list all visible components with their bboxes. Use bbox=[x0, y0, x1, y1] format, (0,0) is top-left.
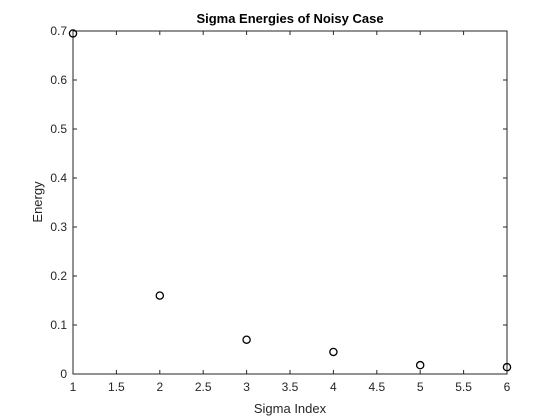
x-tick-label: 4.5 bbox=[368, 380, 385, 394]
x-tick-label: 1 bbox=[70, 380, 77, 394]
x-tick-label: 2.5 bbox=[195, 380, 212, 394]
y-tick-label: 0.4 bbox=[50, 171, 67, 185]
data-point bbox=[502, 362, 512, 372]
data-point bbox=[68, 29, 78, 38]
data-point bbox=[242, 335, 251, 344]
data-point bbox=[155, 291, 165, 300]
x-tick-label: 5.5 bbox=[455, 380, 472, 394]
axes: 1 1.5 2 2.5 3 3.5 4 4.5 5 5.5 6 0 0.1 0.2 0.3 0.4 0.5 0.… bbox=[50, 24, 510, 394]
x-tick-label: 6 bbox=[504, 380, 511, 394]
y-tick-label: 0.6 bbox=[50, 73, 67, 87]
data-point bbox=[415, 360, 425, 370]
y-tick-label: 0.7 bbox=[50, 24, 67, 38]
x-tick-label: 2 bbox=[156, 380, 163, 394]
y-tick-label: 0.5 bbox=[50, 122, 67, 136]
y-tick-label: 0.1 bbox=[50, 318, 67, 332]
x-tick-label: 3.5 bbox=[282, 380, 299, 394]
y-tick-label: 0 bbox=[60, 367, 67, 381]
y-axis-ticks: 0 0.1 0.2 0.3 0.4 0.5 0.6 0.7 bbox=[50, 24, 507, 381]
chart-title: Sigma Energies of Noisy Case bbox=[196, 11, 383, 26]
y-tick-label: 0.3 bbox=[50, 220, 67, 234]
x-axis-label: Sigma Index bbox=[254, 401, 327, 416]
y-axis-label: Energy bbox=[30, 181, 45, 223]
data-point bbox=[329, 347, 338, 357]
x-tick-label: 3 bbox=[243, 380, 250, 394]
x-tick-label: 5 bbox=[417, 380, 424, 394]
y-tick-label: 0.2 bbox=[50, 269, 67, 283]
x-tick-label: 4 bbox=[330, 380, 337, 394]
x-axis-ticks: 1 1.5 2 2.5 3 3.5 4 4.5 5 5.5 6 bbox=[70, 31, 511, 394]
x-tick-label: 1.5 bbox=[108, 380, 125, 394]
data-points bbox=[68, 29, 512, 372]
plot-frame bbox=[72, 30, 508, 375]
